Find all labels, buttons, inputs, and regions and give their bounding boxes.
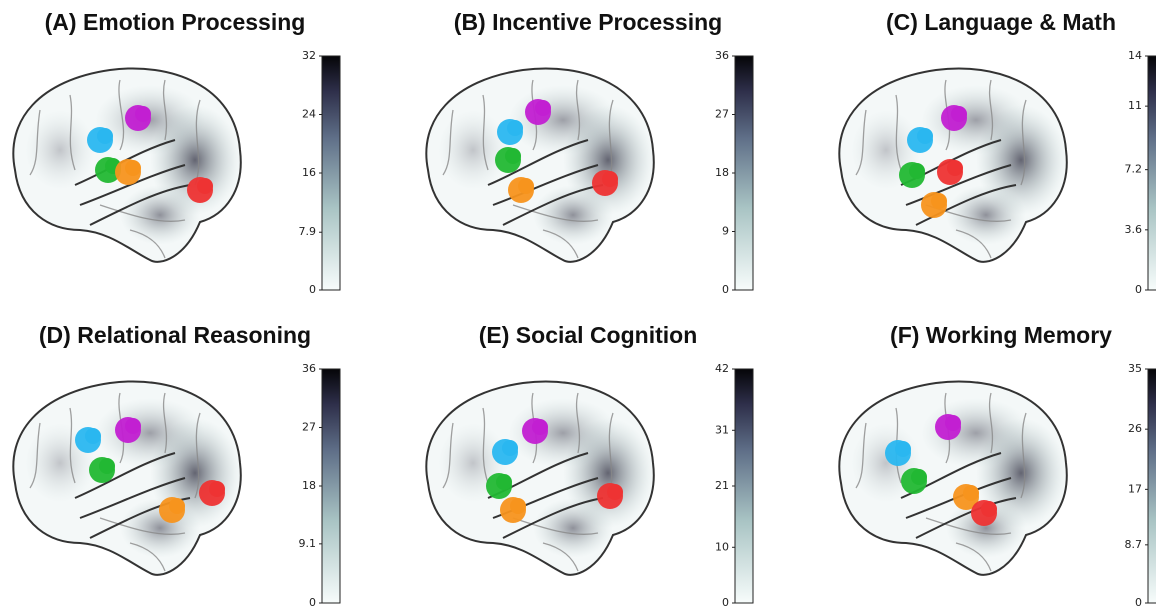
colorbar <box>321 55 341 291</box>
cluster <box>895 441 911 457</box>
colorbar-tick-label: 11 <box>1128 99 1142 112</box>
colorbar <box>734 55 754 291</box>
cluster <box>947 160 963 176</box>
colorbar-tick-label: 0 <box>722 283 729 296</box>
cluster <box>197 178 213 194</box>
colorbar-tick-label: 0 <box>309 596 316 609</box>
panel: (D) Relational Reasoning 0 9.1 18 27 36 <box>13 322 341 609</box>
colorbar-tick-label: 27 <box>302 421 316 434</box>
panel: (B) Incentive Processing 0 9 18 27 36 <box>426 9 754 296</box>
cluster <box>911 469 927 485</box>
cluster <box>518 178 534 194</box>
colorbar-tick-label: 10 <box>715 540 729 553</box>
colorbar-tick-label: 14 <box>1128 49 1142 62</box>
cluster <box>963 485 979 501</box>
panel-title: (B) Incentive Processing <box>454 9 722 35</box>
cluster <box>97 128 113 144</box>
colorbar-tick-label: 9 <box>722 225 729 238</box>
colorbar-tick-label: 9.1 <box>299 537 317 550</box>
colorbar-tick-label: 24 <box>302 108 316 121</box>
cluster <box>607 484 623 500</box>
cluster <box>535 100 551 116</box>
colorbar-tick-label: 0 <box>309 283 316 296</box>
colorbar <box>734 368 754 604</box>
cluster <box>125 418 141 434</box>
cluster <box>85 428 101 444</box>
cluster <box>496 474 512 490</box>
panel: (E) Social Cognition 0 10 21 31 42 <box>426 322 754 609</box>
colorbar-tick-label: 7.9 <box>299 225 317 238</box>
cluster <box>532 419 548 435</box>
brain <box>426 381 653 574</box>
colorbar-tick-label: 32 <box>302 49 316 62</box>
cluster <box>510 498 526 514</box>
panel: (A) Emotion Processing 0 7.9 16 24 32 <box>13 9 341 296</box>
cluster <box>931 193 947 209</box>
colorbar-tick-label: 0 <box>722 596 729 609</box>
colorbar-tick-label: 7.2 <box>1125 163 1143 176</box>
colorbar <box>1147 368 1156 604</box>
colorbar-tick-label: 27 <box>715 108 729 121</box>
colorbar-tick-label: 18 <box>715 166 729 179</box>
cluster <box>981 501 997 517</box>
colorbar <box>321 368 341 604</box>
cluster <box>945 415 961 431</box>
colorbar <box>1147 55 1156 291</box>
cluster <box>602 171 618 187</box>
colorbar-tick-label: 31 <box>715 423 729 436</box>
cluster <box>169 498 185 514</box>
panel-title: (D) Relational Reasoning <box>39 322 311 348</box>
colorbar-tick-label: 18 <box>302 479 316 492</box>
cluster <box>507 120 523 136</box>
colorbar-tick-label: 0 <box>1135 596 1142 609</box>
colorbar-tick-label: 35 <box>1128 362 1142 375</box>
cluster <box>917 128 933 144</box>
cluster <box>135 106 151 122</box>
colorbar-tick-label: 26 <box>1128 422 1142 435</box>
colorbar-tick-label: 42 <box>715 362 729 375</box>
cluster <box>909 163 925 179</box>
panel-title: (C) Language & Math <box>886 9 1116 35</box>
panels: (A) Emotion Processing 0 7.9 16 24 32 (B) Ince… <box>13 9 1156 609</box>
cluster <box>125 160 141 176</box>
colorbar-tick-label: 36 <box>715 49 729 62</box>
brain <box>839 381 1066 574</box>
colorbar-tick-label: 36 <box>302 362 316 375</box>
cluster <box>99 458 115 474</box>
cluster <box>502 440 518 456</box>
cluster <box>505 148 521 164</box>
colorbar-tick-label: 16 <box>302 166 316 179</box>
colorbar-tick-label: 3.6 <box>1125 223 1143 236</box>
colorbar-tick-label: 21 <box>715 479 729 492</box>
panel-title: (E) Social Cognition <box>479 322 698 348</box>
cluster <box>209 481 225 497</box>
cluster <box>951 106 967 122</box>
panel-title: (A) Emotion Processing <box>45 9 306 35</box>
colorbar-tick-label: 0 <box>1135 283 1142 296</box>
panel: (F) Working Memory 0 8.7 17 26 35 <box>839 322 1156 609</box>
panel-title: (F) Working Memory <box>890 322 1112 348</box>
colorbar-tick-label: 8.7 <box>1125 538 1143 551</box>
panel: (C) Language & Math 0 3.6 7.2 11 14 <box>839 9 1156 296</box>
brain <box>13 381 240 574</box>
colorbar-tick-label: 17 <box>1128 482 1142 495</box>
brain <box>426 68 653 261</box>
